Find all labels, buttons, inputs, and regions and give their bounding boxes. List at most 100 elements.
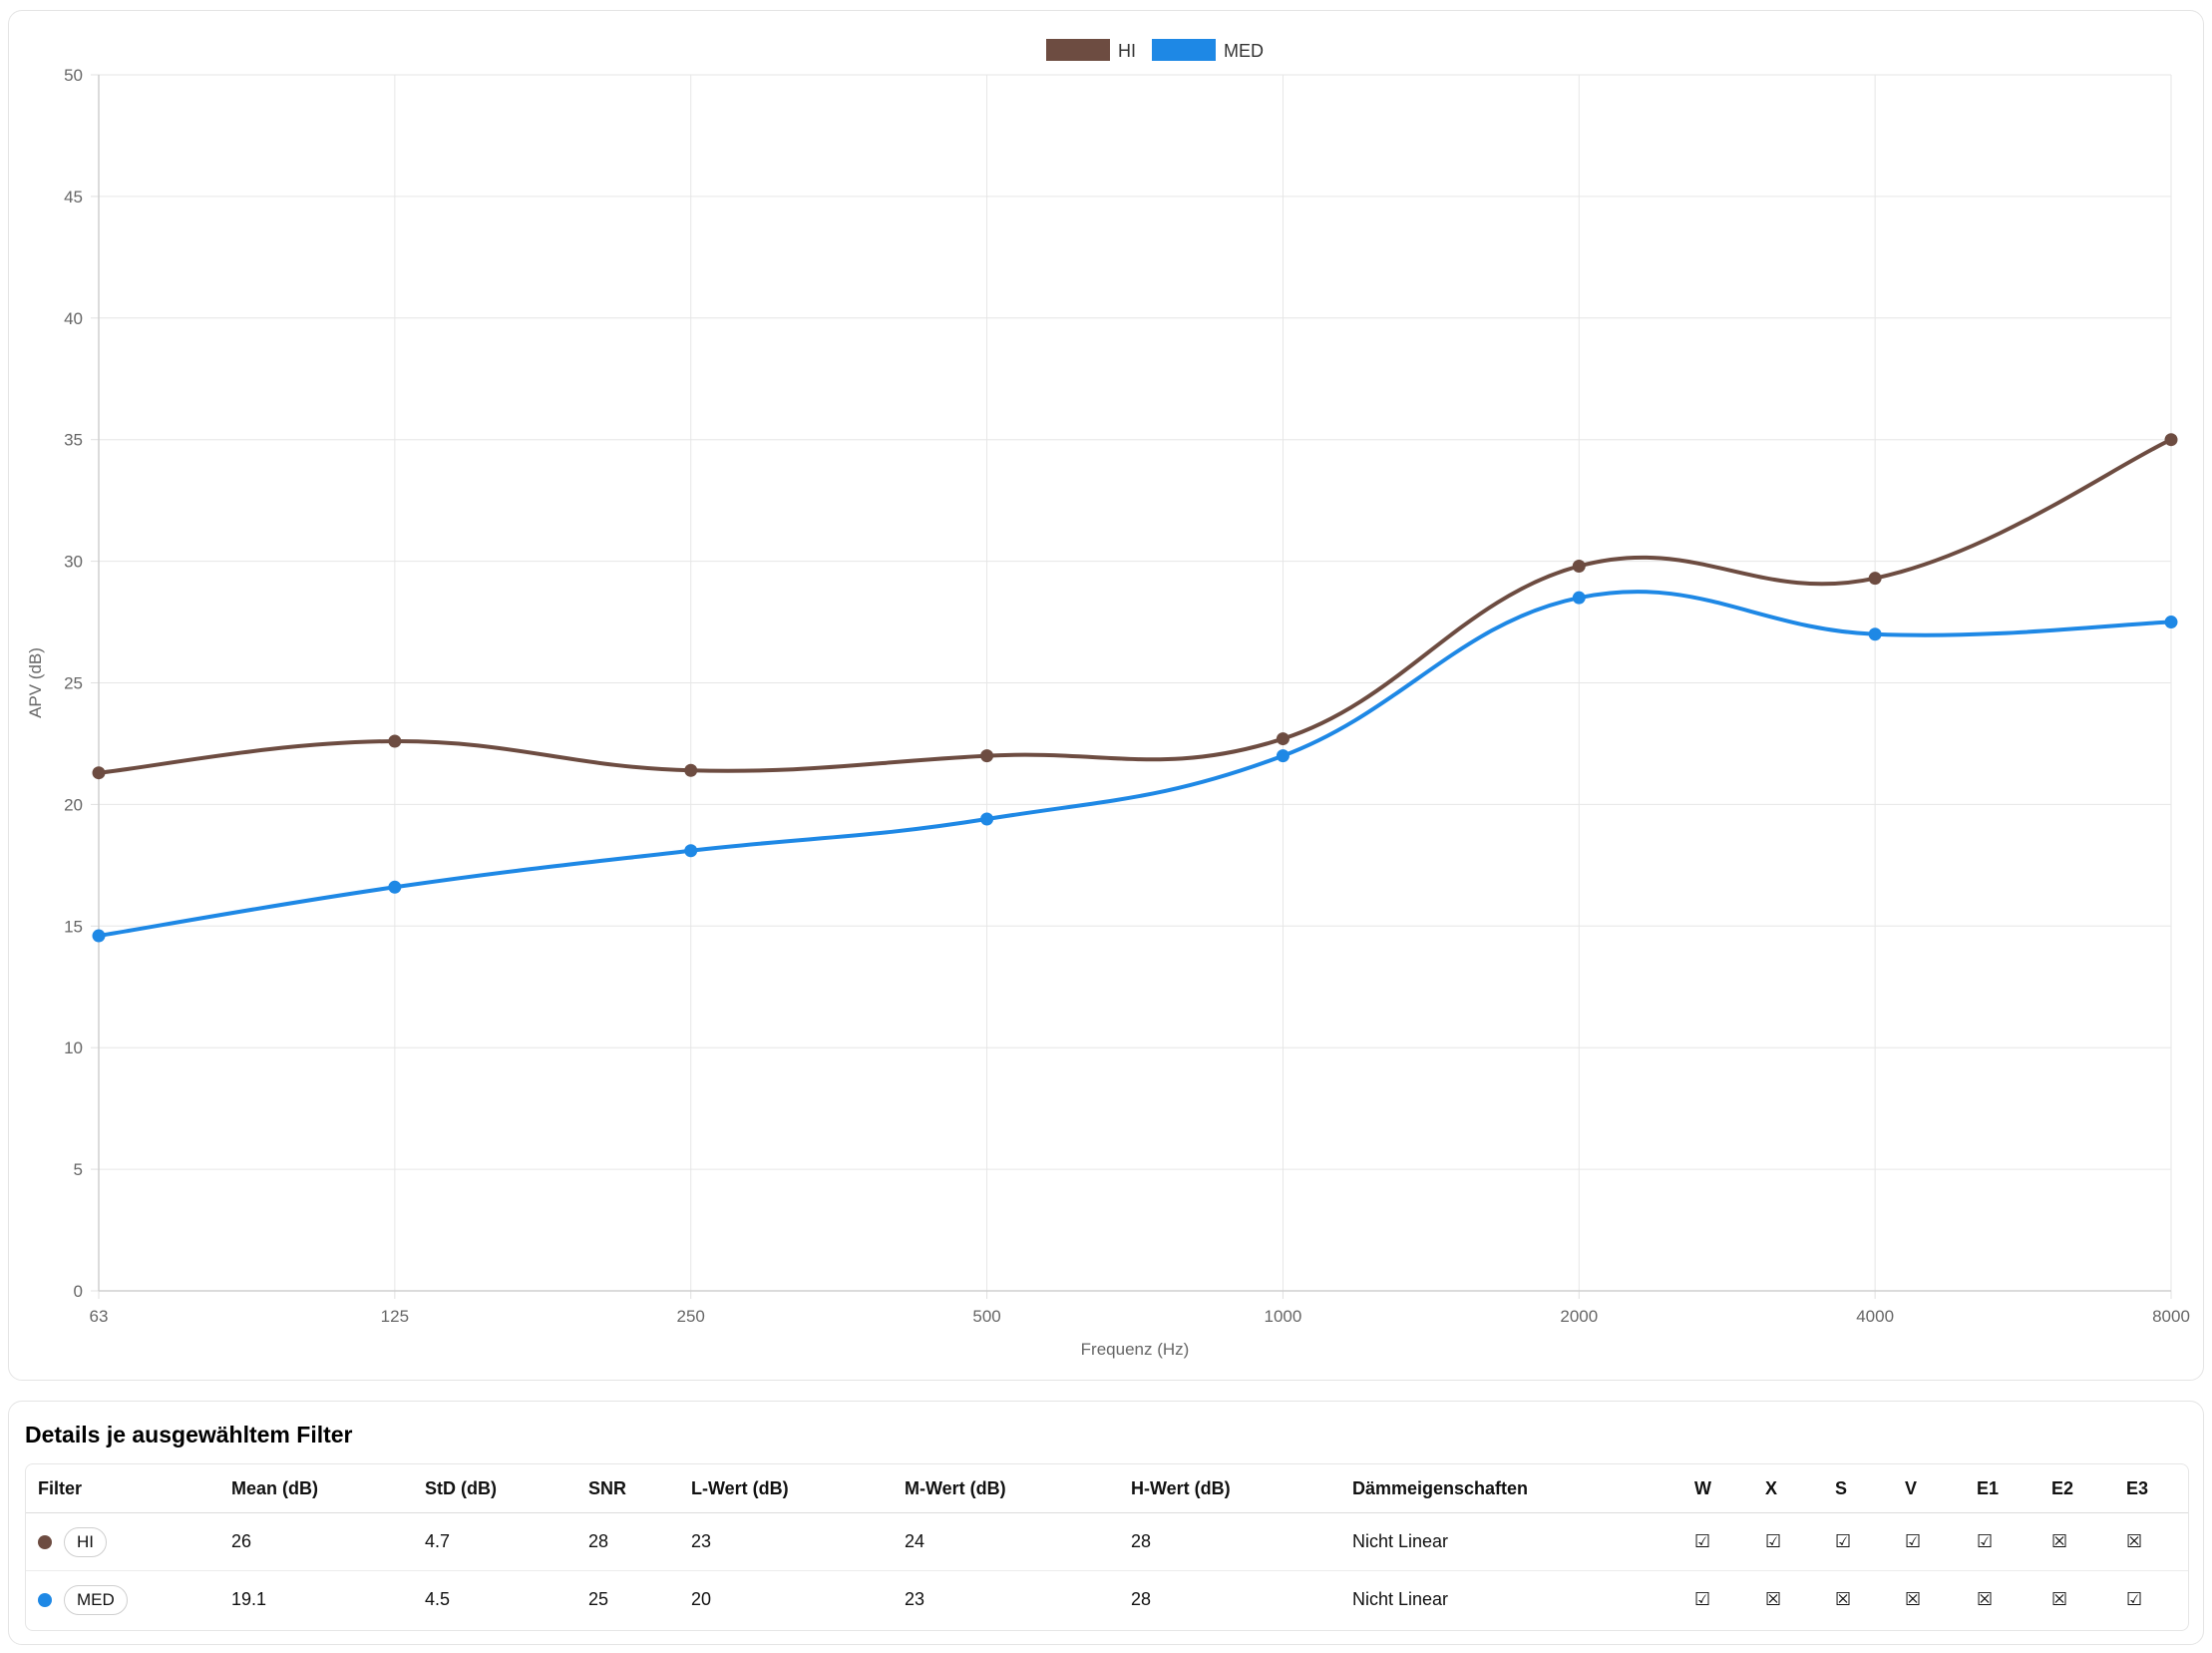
col-header: Dämmeigenschaften (1340, 1464, 1682, 1513)
y-tick-label: 5 (74, 1160, 83, 1179)
series-line-med (98, 590, 2172, 939)
h-wert-cell: 28 (1131, 1589, 1152, 1609)
data-point-med (92, 929, 106, 943)
table-header-row: Filter Mean (dB) StD (dB) SNR L-Wert (dB… (26, 1464, 2188, 1513)
flag-cell: ☒ (2114, 1512, 2188, 1571)
data-point-med (1868, 627, 1882, 641)
flag-cell: ☑ (2126, 1589, 2143, 1610)
data-point-hi (684, 763, 698, 777)
data-point-med (1276, 749, 1290, 763)
data-point-med (388, 880, 402, 894)
x-tick-label: 8000 (2152, 1307, 2190, 1326)
details-table-wrap: Filter Mean (dB) StD (dB) SNR L-Wert (dB… (25, 1463, 2189, 1631)
col-header: E3 (2114, 1464, 2188, 1513)
flag-cell: ☑ (1753, 1512, 1823, 1571)
col-header: X (1753, 1464, 1823, 1513)
std-cell: 4.5 (425, 1589, 451, 1609)
m-wert-cell: 23 (905, 1589, 925, 1609)
x-tick-label: 2000 (1560, 1307, 1598, 1326)
legend-label-med: MED (1224, 41, 1264, 61)
snr-cell: 25 (588, 1589, 609, 1609)
y-tick-label: 45 (64, 188, 83, 207)
flag-cell: ☒ (2039, 1512, 2114, 1571)
y-tick-label: 15 (64, 917, 83, 936)
daemm-cell: Nicht Linear (1352, 1589, 1449, 1609)
details-card: Details je ausgewähltem Filter Filter Me… (8, 1401, 2204, 1645)
x-tick-label: 63 (90, 1307, 109, 1326)
h-wert-cell: 28 (1119, 1512, 1340, 1571)
col-header: W (1682, 1464, 1753, 1513)
flag-cell: ☒ (1977, 1589, 1994, 1610)
data-point-hi (1868, 572, 1882, 586)
data-point-hi (1276, 732, 1290, 746)
line-chart: 0 5 10 15 20 25 30 35 40 45 50 63 125 250 500 1000 2000 4… (26, 39, 2190, 1359)
flag-cell: ☒ (1835, 1589, 1852, 1610)
data-point-med (2164, 616, 2178, 629)
legend-label-hi: HI (1118, 41, 1136, 61)
details-title: Details je ausgewähltem Filter (25, 1422, 353, 1447)
data-point-hi (1572, 559, 1586, 573)
flag-cell: ☑ (1694, 1589, 1711, 1610)
filter-cell: HI (26, 1512, 219, 1571)
col-header: SNR (576, 1464, 679, 1513)
legend-swatch-hi (1046, 39, 1110, 61)
x-axis-title: Frequenz (Hz) (1081, 1340, 1190, 1359)
series-color-dot (38, 1534, 52, 1549)
data-point-hi (980, 749, 994, 763)
y-tick-label: 40 (64, 309, 83, 328)
filter-cell: MED (26, 1571, 219, 1629)
col-header: M-Wert (dB) (893, 1464, 1119, 1513)
table-row: HI 26 4.7 28 23 24 28 Nicht Linear ☑ ☑ ☑… (26, 1512, 2188, 1571)
snr-cell: 28 (576, 1512, 679, 1571)
filter-pill[interactable]: MED (64, 1584, 128, 1615)
daemm-cell: Nicht Linear (1340, 1512, 1682, 1571)
x-tick-label: 500 (972, 1307, 1000, 1326)
table-row: MED 19.1 4.5 25 20 23 28 Nicht Linear ☑ … (26, 1571, 2188, 1629)
x-tick-label: 1000 (1265, 1307, 1302, 1326)
y-tick-label: 20 (64, 795, 83, 814)
chart-card: 0 5 10 15 20 25 30 35 40 45 50 63 125 250 500 1000 2000 4… (8, 10, 2204, 1381)
col-header: E2 (2039, 1464, 2114, 1513)
mean-cell: 26 (219, 1512, 413, 1571)
y-tick-label: 30 (64, 553, 83, 572)
std-cell: 4.7 (413, 1512, 576, 1571)
col-header: Filter (26, 1464, 219, 1513)
y-tick-label: 25 (64, 674, 83, 693)
flag-cell: ☒ (1905, 1589, 1922, 1610)
flag-cell: ☒ (1765, 1589, 1782, 1610)
l-wert-cell: 23 (679, 1512, 893, 1571)
col-header: StD (dB) (413, 1464, 576, 1513)
x-tick-label: 125 (381, 1307, 409, 1326)
flag-cell: ☑ (1965, 1512, 2039, 1571)
details-table: Filter Mean (dB) StD (dB) SNR L-Wert (dB… (26, 1464, 2188, 1629)
flag-cell: ☑ (1823, 1512, 1893, 1571)
y-tick-label: 35 (64, 431, 83, 450)
data-point-med (980, 812, 994, 826)
filter-pill[interactable]: HI (64, 1526, 107, 1557)
series-line-hi (98, 437, 2172, 775)
col-header: S (1823, 1464, 1893, 1513)
col-header: H-Wert (dB) (1119, 1464, 1340, 1513)
flag-cell: ☒ (2051, 1589, 2068, 1610)
mean-cell: 19.1 (231, 1589, 267, 1609)
l-wert-cell: 20 (691, 1589, 712, 1609)
col-header: E1 (1965, 1464, 2039, 1513)
flag-cell: ☑ (1682, 1512, 1753, 1571)
data-point-med (684, 844, 698, 858)
y-tick-label: 10 (64, 1038, 83, 1057)
data-point-hi (388, 734, 402, 748)
data-point-hi (2164, 433, 2178, 447)
x-tick-label: 250 (677, 1307, 705, 1326)
y-tick-label: 50 (64, 66, 83, 85)
y-tick-label: 0 (74, 1282, 83, 1301)
col-header: V (1893, 1464, 1965, 1513)
legend-swatch-med (1152, 39, 1216, 61)
data-point-hi (92, 766, 106, 780)
series-color-dot (38, 1592, 52, 1607)
data-point-med (1572, 591, 1586, 605)
col-header: Mean (dB) (219, 1464, 413, 1513)
y-axis-title: APV (dB) (26, 647, 45, 718)
m-wert-cell: 24 (893, 1512, 1119, 1571)
col-header: L-Wert (dB) (679, 1464, 893, 1513)
x-tick-label: 4000 (1856, 1307, 1894, 1326)
